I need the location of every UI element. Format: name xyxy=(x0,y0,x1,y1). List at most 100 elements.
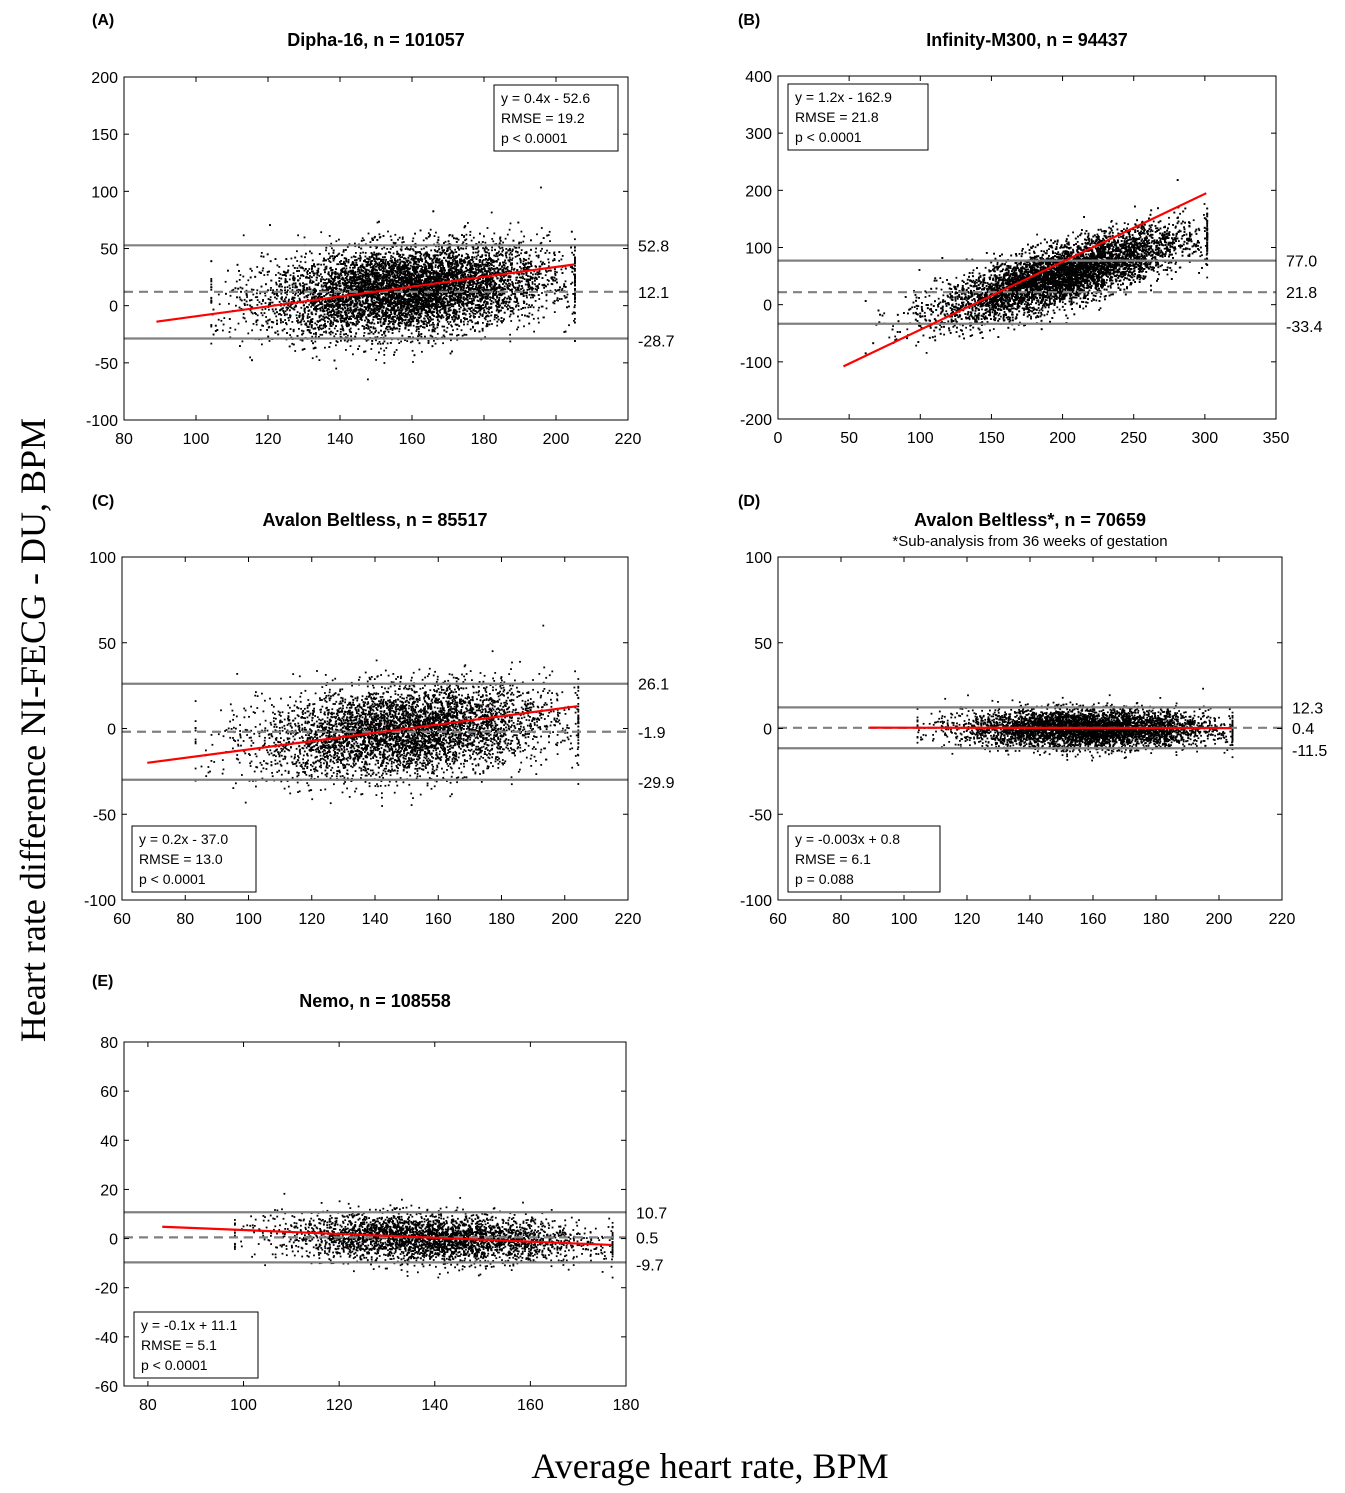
data-point xyxy=(338,275,341,278)
data-point xyxy=(239,286,242,289)
data-point xyxy=(222,329,224,332)
data-point xyxy=(504,296,506,299)
data-point xyxy=(222,323,225,326)
data-point xyxy=(467,222,469,224)
data-point xyxy=(377,331,380,334)
data-point xyxy=(264,302,267,304)
data-point xyxy=(379,320,382,323)
data-point xyxy=(358,299,360,302)
data-point xyxy=(288,305,291,308)
data-point xyxy=(333,318,336,320)
data-point xyxy=(493,316,496,318)
data-point xyxy=(393,284,395,286)
data-point xyxy=(335,282,337,285)
data-point xyxy=(519,257,521,260)
data-point xyxy=(400,249,403,252)
data-point xyxy=(263,312,266,314)
data-point xyxy=(403,290,406,293)
data-point xyxy=(394,257,396,260)
data-point xyxy=(429,228,432,231)
data-point xyxy=(409,289,412,291)
data-point xyxy=(507,295,510,298)
data-point xyxy=(548,252,551,254)
data-point xyxy=(446,321,449,323)
data-point xyxy=(504,237,507,240)
data-point xyxy=(429,233,431,236)
data-point xyxy=(381,277,384,280)
data-point xyxy=(334,319,336,322)
data-point xyxy=(445,304,448,307)
data-point xyxy=(350,335,352,338)
data-point xyxy=(339,261,341,263)
data-point xyxy=(297,288,300,291)
data-point xyxy=(420,297,423,299)
data-point xyxy=(365,339,368,342)
data-point xyxy=(311,267,313,269)
data-point xyxy=(428,235,431,237)
data-point xyxy=(466,310,469,312)
data-point xyxy=(449,321,452,323)
data-point xyxy=(375,329,377,332)
data-point xyxy=(454,294,457,297)
data-point xyxy=(345,259,348,262)
data-point xyxy=(370,322,373,325)
data-point xyxy=(345,324,348,326)
data-point xyxy=(520,241,522,244)
data-point xyxy=(381,279,384,281)
data-point xyxy=(538,283,541,285)
data-point xyxy=(457,314,460,317)
data-point xyxy=(423,285,426,288)
data-point xyxy=(430,249,433,252)
data-point xyxy=(407,321,409,324)
data-point xyxy=(411,240,414,243)
data-point xyxy=(374,235,376,238)
data-point xyxy=(296,250,298,253)
data-point xyxy=(513,267,516,270)
data-point xyxy=(481,263,484,266)
data-point xyxy=(467,274,469,276)
data-point xyxy=(558,259,561,262)
data-point xyxy=(536,233,538,236)
data-point xyxy=(255,292,258,295)
data-point xyxy=(498,242,501,245)
data-point xyxy=(268,340,271,342)
data-point xyxy=(434,342,437,345)
data-point xyxy=(368,321,371,324)
data-point xyxy=(321,303,324,305)
data-point xyxy=(523,325,525,328)
data-point xyxy=(489,281,492,284)
data-point xyxy=(537,309,540,312)
data-point xyxy=(298,321,301,324)
data-point xyxy=(311,268,313,271)
data-point xyxy=(423,320,426,323)
data-point xyxy=(344,298,347,301)
data-point xyxy=(249,356,251,359)
data-point xyxy=(470,275,473,278)
data-point xyxy=(483,311,486,314)
data-point xyxy=(378,233,381,236)
data-point xyxy=(514,282,517,285)
data-point xyxy=(378,341,381,343)
data-point xyxy=(486,247,488,250)
data-point xyxy=(380,347,382,350)
data-point xyxy=(406,340,409,342)
data-point xyxy=(370,260,373,262)
data-point xyxy=(406,309,408,312)
data-point xyxy=(558,298,561,300)
data-point xyxy=(409,336,411,338)
data-point xyxy=(364,255,367,258)
data-point xyxy=(301,313,304,316)
data-point xyxy=(311,357,314,360)
data-point xyxy=(327,258,330,260)
data-point xyxy=(413,287,416,290)
data-point xyxy=(302,330,305,333)
data-point xyxy=(344,264,347,267)
data-point xyxy=(429,288,431,291)
data-point xyxy=(354,259,356,262)
data-point xyxy=(411,340,414,343)
data-point xyxy=(470,262,473,265)
data-point xyxy=(412,237,415,240)
data-point xyxy=(342,271,344,273)
data-point xyxy=(381,334,383,336)
data-point xyxy=(405,289,408,292)
